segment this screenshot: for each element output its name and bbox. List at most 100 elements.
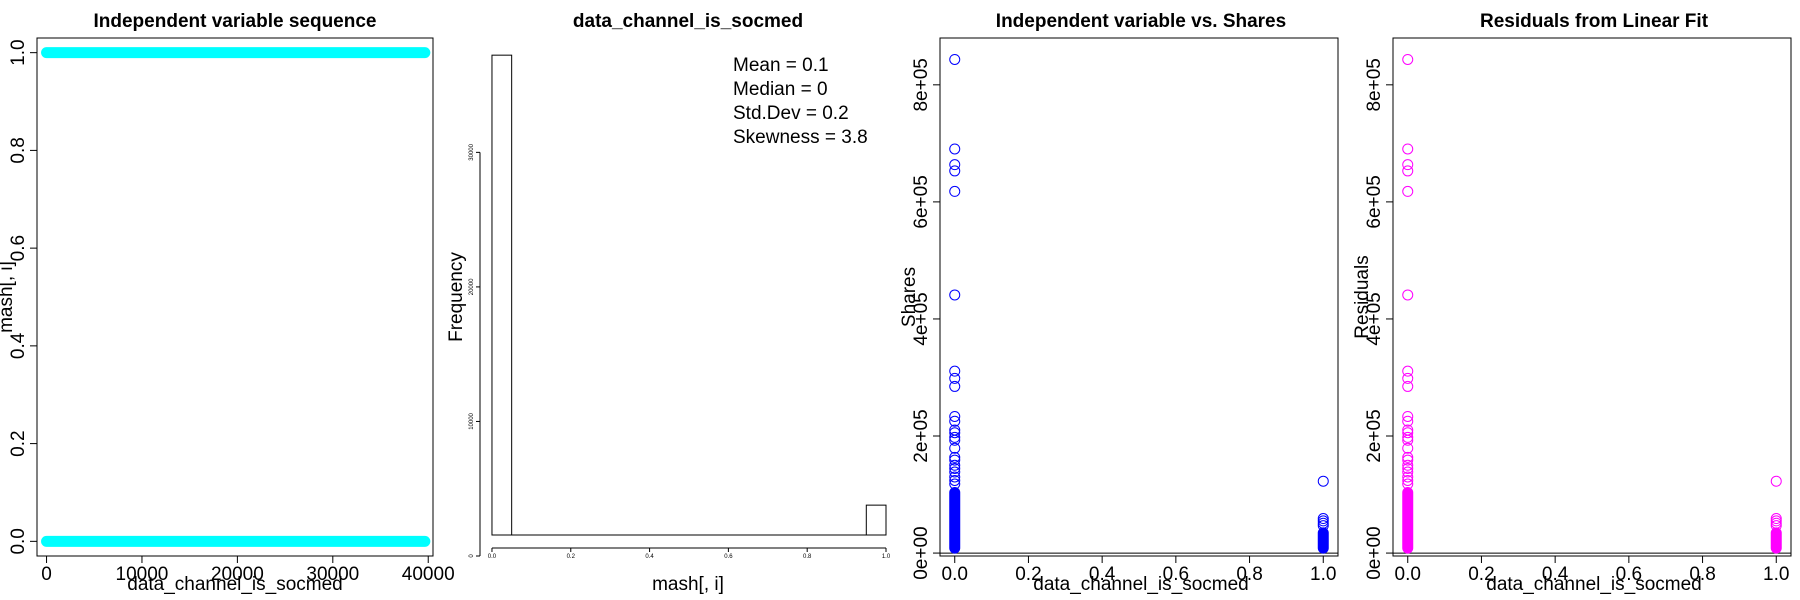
panel-title: Independent variable sequence [94, 11, 377, 32]
y-tick-label: 6e+05 [911, 175, 932, 228]
y-axis: 0e+00 2e+05 4e+05 6e+05 8e+05 [911, 58, 941, 580]
x-tick-label: 0.0 [1395, 564, 1421, 585]
data-point [949, 410, 961, 422]
data-point [1402, 53, 1414, 65]
summary-stat: Mean = 0.1 [733, 55, 829, 76]
data-point [949, 143, 961, 155]
y-axis-label: mash[, i] [0, 261, 17, 333]
y-axis: 0e+00 2e+05 4e+05 6e+05 8e+05 [1364, 58, 1394, 580]
data-point [949, 185, 961, 197]
x-tick-label: 0.4 [1089, 564, 1116, 585]
data-point [1402, 462, 1414, 474]
y-tick-label: 0e+00 [1364, 526, 1385, 579]
y-tick-label: 10000 [469, 412, 475, 429]
y-tick-label: 0.6 [8, 235, 29, 261]
data-point [1402, 143, 1414, 155]
histogram-bar [865, 504, 887, 536]
data-point [1402, 474, 1414, 486]
y-tick-label: 2e+05 [1364, 409, 1385, 462]
x-tick-label: 0.2 [1015, 564, 1041, 585]
x-tick-label: 0.6 [1616, 564, 1642, 585]
panel-residuals: Residuals from Linear Fit 0.0 0.2 0.4 0.6 0.… [1352, 11, 1792, 595]
y-tick-label: 20000 [469, 278, 475, 295]
data-point [1402, 289, 1414, 301]
data-point [1770, 520, 1782, 532]
x-tick-label: 0.2 [567, 554, 576, 560]
histogram-bar [491, 54, 513, 536]
x-axis: 0.0 0.2 0.4 0.6 0.8 1.0 [488, 547, 891, 560]
data-point [1402, 466, 1414, 478]
data-point [949, 372, 961, 384]
data-point-band [949, 487, 961, 554]
data-point [1402, 442, 1414, 454]
x-axis-label: mash[, i] [652, 574, 724, 595]
data-point [1317, 520, 1329, 532]
data-point [1402, 478, 1414, 490]
panel-title: Residuals from Linear Fit [1480, 11, 1709, 32]
data-point [1402, 454, 1414, 466]
summary-stat: Median = 0 [733, 79, 828, 100]
data-point [949, 159, 961, 171]
y-tick-label: 1.0 [8, 39, 29, 65]
x-tick-label: 0.6 [1163, 564, 1189, 585]
y-axis: 0 10000 20000 30000 [469, 143, 481, 558]
data-point [949, 466, 961, 478]
data-marks [940, 53, 1338, 554]
y-tick-label: 30000 [469, 143, 475, 160]
data-point [949, 415, 961, 427]
x-tick-label: 0 [41, 564, 52, 585]
data-point [1770, 515, 1782, 527]
panel-title: data_channel_is_socmed [573, 11, 803, 32]
data-point [1402, 159, 1414, 171]
y-axis: 0.0 0.2 0.4 0.6 0.8 1.0 [8, 39, 38, 555]
x-tick-label: 0.4 [1542, 564, 1569, 585]
y-axis-label: Shares [899, 267, 920, 327]
data-point [949, 165, 961, 177]
data-point-band [1317, 527, 1329, 554]
x-tick-label: 0.8 [1689, 564, 1715, 585]
x-tick-label: 40000 [402, 564, 455, 585]
data-point [1770, 513, 1782, 525]
data-point [1317, 515, 1329, 527]
data-point [949, 474, 961, 486]
panel-histogram: data_channel_is_socmed 0.0 0.2 0.4 0.6 0.8 1.… [446, 11, 891, 595]
y-tick-label: 8e+05 [1364, 58, 1385, 111]
data-point [1317, 513, 1329, 525]
data-point [949, 380, 961, 392]
x-axis-label: data_channel_is_socmed [1033, 574, 1249, 595]
x-tick-label: 1.0 [1310, 564, 1336, 585]
plot-frame [36, 37, 434, 557]
y-tick-label: 0.2 [8, 430, 29, 456]
x-tick-label: 1.0 [882, 554, 891, 560]
data-point [1402, 410, 1414, 422]
panel-sequence: Independent variable sequence 0 10000 2000… [0, 11, 455, 595]
summary-stat: Std.Dev = 0.2 [733, 103, 849, 124]
panel-shares: Independent variable vs. Shares 0.0 0.2 0.… [899, 11, 1339, 595]
x-tick-label: 0.6 [724, 554, 733, 560]
y-tick-label: 0.8 [8, 137, 29, 163]
y-tick-label: 0.0 [8, 528, 29, 554]
data-point [1317, 475, 1329, 487]
data-marks [41, 47, 431, 547]
data-point [1402, 365, 1414, 377]
x-axis: 0.0 0.2 0.4 0.6 0.8 1.0 [1395, 555, 1789, 585]
data-point [1317, 517, 1329, 529]
summary-stat: Skewness = 3.8 [733, 127, 868, 148]
y-tick-label: 6e+05 [1364, 175, 1385, 228]
data-point [949, 462, 961, 474]
data-point [1402, 372, 1414, 384]
x-tick-label: 20000 [211, 564, 264, 585]
plot-frame [939, 37, 1339, 557]
data-point [1770, 517, 1782, 529]
data-point [949, 289, 961, 301]
data-point [1402, 415, 1414, 427]
x-tick-label: 0.4 [645, 554, 654, 560]
data-point-band [1402, 487, 1414, 554]
data-point [949, 459, 961, 471]
data-marks [491, 54, 887, 536]
data-point [949, 53, 961, 65]
x-tick-label: 0.2 [1468, 564, 1494, 585]
plot-frame [1392, 37, 1792, 557]
panel-title: Independent variable vs. Shares [996, 11, 1286, 32]
data-point [949, 471, 961, 483]
